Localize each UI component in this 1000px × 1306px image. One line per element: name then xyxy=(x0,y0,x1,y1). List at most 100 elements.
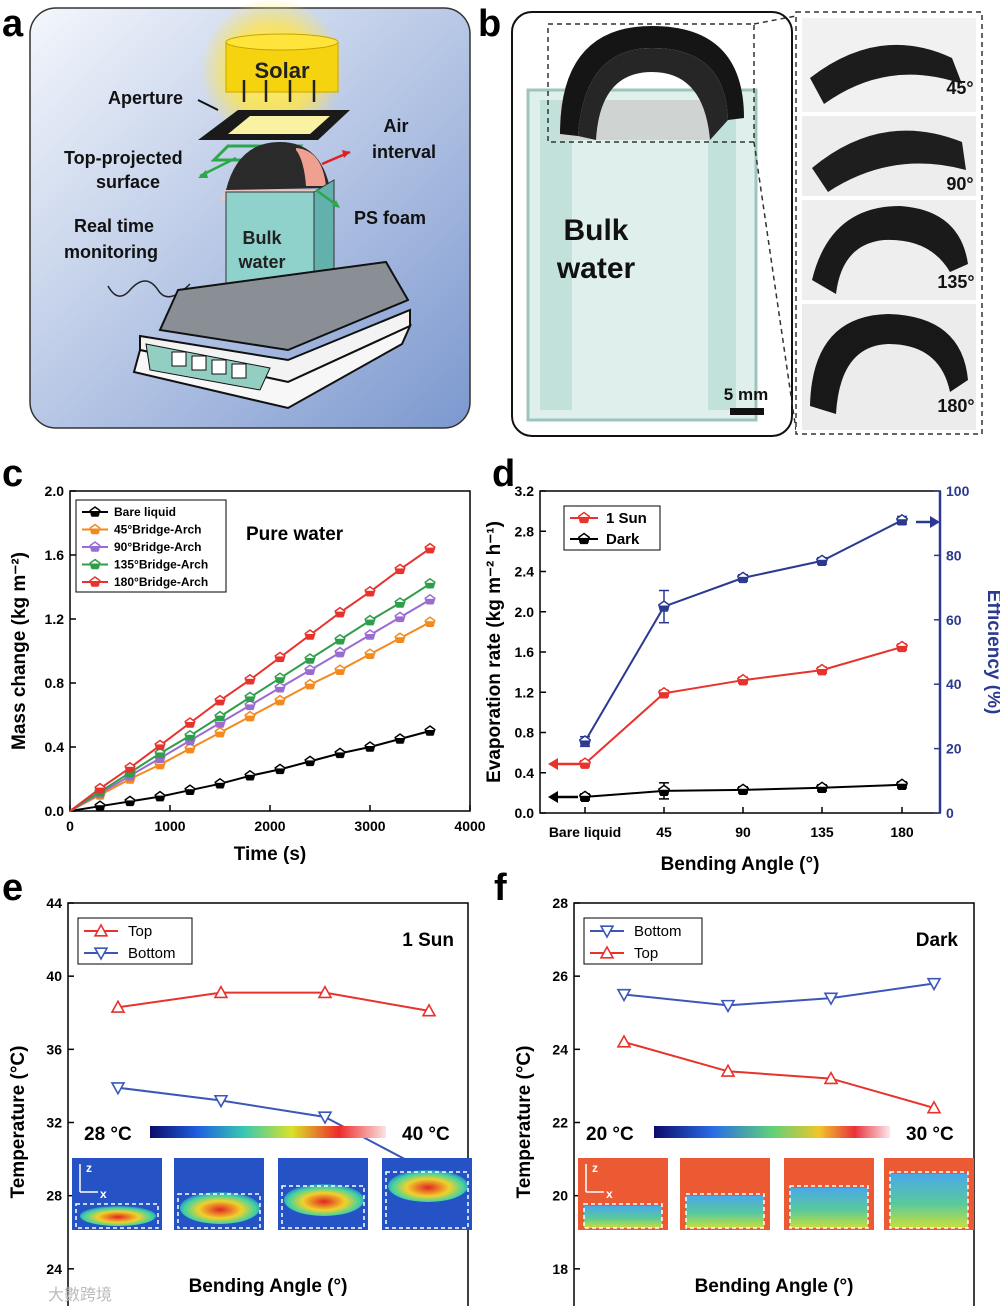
d-ytick-label-0: 0.0 xyxy=(515,805,535,821)
d-legend-label-1: Dark xyxy=(606,531,640,548)
e-point-1-0 xyxy=(110,1082,126,1096)
f-ytick-label-6: 28 xyxy=(552,895,568,911)
colorbar-f xyxy=(654,1126,890,1138)
d-ytick-label-8: 3.2 xyxy=(515,483,535,499)
c-point-4-12 xyxy=(424,542,436,554)
chart-c: 0 1000 2000 3000 4000 0.0 0.4 0.8 1.2 1.6 2.0 Bare… xyxy=(9,483,486,865)
c-point-4-5 xyxy=(214,694,226,706)
colorbar-e xyxy=(150,1126,386,1138)
arch-45-label: 45° xyxy=(946,78,973,98)
panel-label-e: e xyxy=(2,867,23,909)
c-point-4-3 xyxy=(154,739,166,751)
scale-bar-label: 5 mm xyxy=(724,385,768,404)
label-real-time-2: monitoring xyxy=(64,242,158,262)
c-point-4-6 xyxy=(244,673,256,685)
e-ytick-label-3: 32 xyxy=(46,1115,62,1131)
c-ytick-label-2: 0.8 xyxy=(45,675,65,691)
d-ytick-label-5: 2.0 xyxy=(515,604,535,620)
d-xtick-label-3: 135 xyxy=(810,824,834,840)
chart-e-ylabel: Temperature (°C) xyxy=(8,1046,29,1199)
c-point-3-7 xyxy=(274,672,286,683)
d-xtick-label-0: Bare liquid xyxy=(549,824,621,840)
chart-e-title: 1 Sun xyxy=(402,930,454,951)
c-point-2-7 xyxy=(274,681,286,693)
d-xtick-label-4: 180 xyxy=(890,824,914,840)
axis-z-f: z xyxy=(592,1161,598,1175)
c-point-3-12 xyxy=(424,577,436,589)
label-top-projected-1: Top-projected xyxy=(64,148,183,168)
c-legend-marker-1 xyxy=(89,523,101,535)
d-point-1-2 xyxy=(736,783,750,796)
d-ytick-label-2: 0.8 xyxy=(515,725,535,741)
d-point-2-4 xyxy=(895,513,909,526)
f-ytick-label-4: 24 xyxy=(552,1041,568,1057)
c-legend-label-2: 90°Bridge-Arch xyxy=(114,540,202,554)
e-point-0-0 xyxy=(110,999,126,1013)
e-legend-marker-0 xyxy=(93,923,109,937)
colorbar-e-min: 28 °C xyxy=(84,1124,132,1145)
label-aperture: Aperture xyxy=(108,88,183,108)
d-y2tick-label-3: 60 xyxy=(946,612,962,628)
chart-f-ylabel: Temperature (°C) xyxy=(514,1046,535,1199)
c-point-2-12 xyxy=(424,593,436,605)
chart-d-axis-arrows xyxy=(548,516,940,803)
chart-f-title: Dark xyxy=(916,930,959,951)
c-point-0-2 xyxy=(124,795,136,807)
f-point-0-0 xyxy=(616,988,632,1003)
d-point-0-0 xyxy=(578,757,592,769)
f-ytick-label-1: 18 xyxy=(552,1261,568,1277)
f-point-0-1 xyxy=(720,999,736,1014)
c-point-4-9 xyxy=(334,606,346,618)
c-point-1-4 xyxy=(184,742,196,754)
c-ytick-label-4: 1.6 xyxy=(45,547,65,563)
panel-label-a: a xyxy=(2,3,24,45)
d-ytick-label-6: 2.4 xyxy=(515,564,535,580)
axis-x-e: x xyxy=(100,1187,107,1201)
photo-bulk-1: Bulk xyxy=(563,214,628,247)
chart-d-ylabel: Evaporation rate (kg m⁻² h⁻¹) xyxy=(484,521,505,783)
f-legend-label-0: Bottom xyxy=(634,923,682,940)
c-point-3-9 xyxy=(334,633,346,645)
d-y2tick-label-5: 100 xyxy=(946,483,970,499)
e-series-line-0 xyxy=(117,991,430,1012)
c-ytick-label-1: 0.4 xyxy=(45,739,65,755)
arch-135-label: 135° xyxy=(937,272,974,292)
c-legend-marker-4 xyxy=(89,576,101,587)
d-ytick-label-4: 1.6 xyxy=(515,644,535,660)
c-legend-label-0: Bare liquid xyxy=(114,505,176,519)
d-point-2-0 xyxy=(578,735,592,747)
c-xtick-label-3: 3000 xyxy=(354,818,385,834)
photo-bulk-2: water xyxy=(556,252,636,285)
panel-label-b: b xyxy=(478,3,501,45)
colorbar-f-max: 30 °C xyxy=(906,1124,954,1145)
c-point-0-5 xyxy=(214,777,226,789)
c-point-1-11 xyxy=(394,632,406,643)
d-legend-marker-0 xyxy=(577,511,591,524)
c-point-2-6 xyxy=(244,699,256,711)
c-point-1-9 xyxy=(334,664,346,675)
label-air-2: interval xyxy=(372,142,436,162)
balance-display xyxy=(171,351,247,379)
scale-bar xyxy=(730,408,764,415)
panel-label-c: c xyxy=(2,453,23,495)
f-point-0-3 xyxy=(926,977,942,992)
watermark: 大數跨境 xyxy=(48,1285,112,1304)
c-point-0-9 xyxy=(334,747,346,759)
c-point-0-12 xyxy=(424,725,436,736)
chart-d-y2label: Efficiency (%) xyxy=(983,590,1000,715)
d-point-1-0 xyxy=(578,790,592,803)
photo-arch xyxy=(560,26,744,136)
e-point-0-3 xyxy=(421,1003,437,1017)
e-point-0-2 xyxy=(317,984,333,999)
c-point-4-4 xyxy=(184,717,196,728)
c-point-0-7 xyxy=(274,763,286,775)
arch-photos: 45° 90° 135° 180° xyxy=(802,18,976,430)
e-point-1-2 xyxy=(317,1111,333,1125)
arch-180-label: 180° xyxy=(937,396,974,416)
d-point-2-3 xyxy=(815,554,829,567)
label-real-time-1: Real time xyxy=(74,216,154,236)
f-series-line-1 xyxy=(623,1041,935,1109)
e-legend-label-1: Bottom xyxy=(128,945,176,962)
f-ytick-label-3: 22 xyxy=(552,1115,568,1131)
c-ytick-label-0: 0.0 xyxy=(45,803,65,819)
